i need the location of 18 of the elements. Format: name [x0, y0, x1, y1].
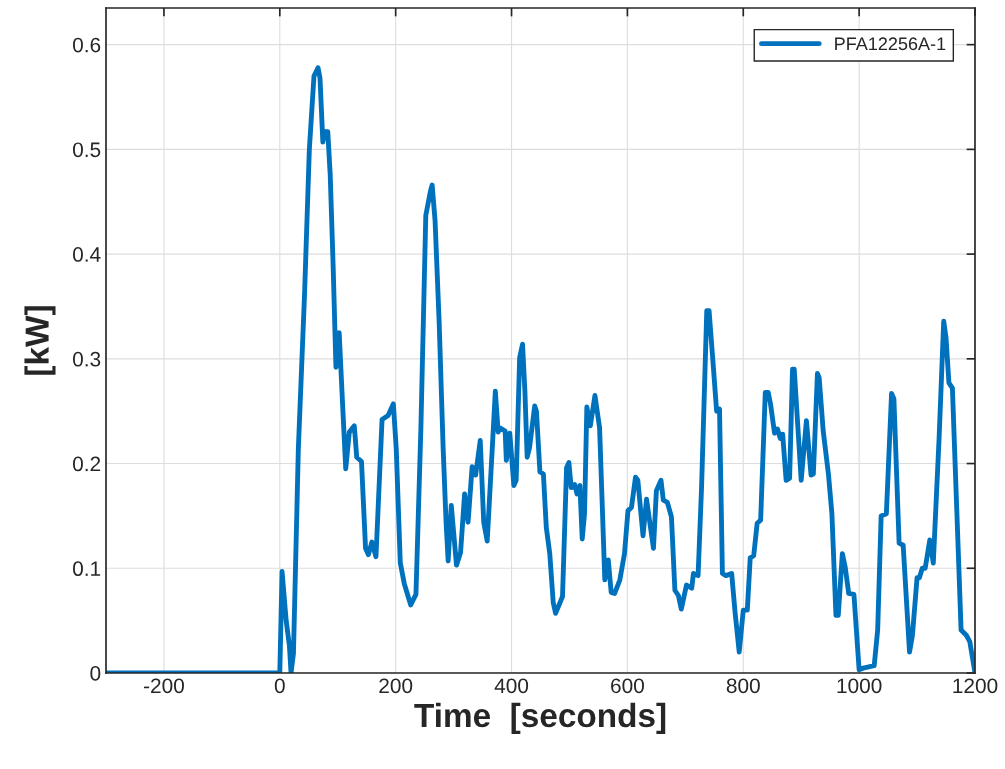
y-axis-title: [kW]	[24, 306, 56, 375]
x-axis-title: Time [seconds]	[414, 702, 666, 734]
y-tick-label: 0.6	[72, 37, 101, 53]
x-tick-label: 1200	[953, 678, 998, 694]
x-tick-label: 800	[726, 678, 760, 694]
y-tick-label: 0.3	[72, 351, 101, 367]
y-tick-label: 0.2	[72, 456, 101, 472]
y-tick-label: 0.1	[72, 561, 101, 577]
y-tick-label: 0.5	[72, 142, 101, 158]
x-tick-label: -200	[144, 678, 184, 694]
y-tick-label: 0	[90, 666, 101, 681]
x-tick-label: 600	[611, 678, 644, 694]
x-tick-label: 0	[274, 678, 285, 694]
x-tick-label: 200	[379, 678, 413, 694]
y-tick-label: 0.4	[72, 247, 101, 262]
x-tick-label: 1000	[837, 678, 882, 694]
x-tick-label: 400	[494, 678, 529, 694]
legend-label: PFA12256A-1	[835, 37, 946, 51]
